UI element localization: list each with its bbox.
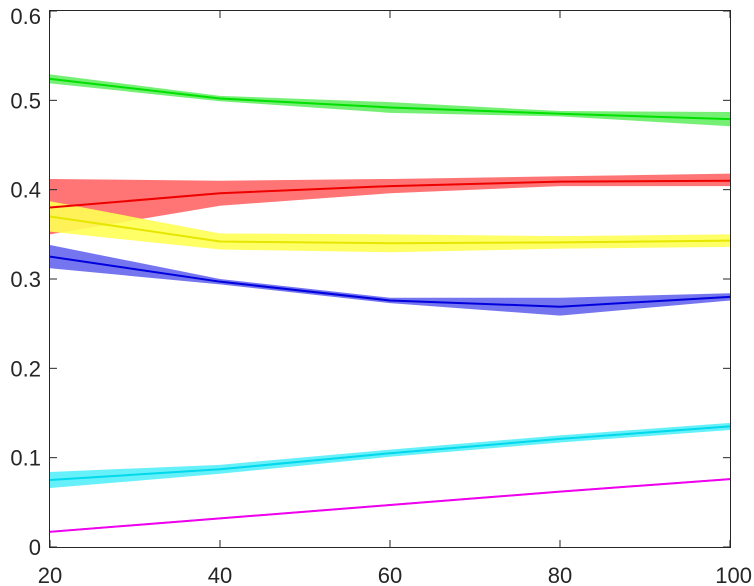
y-tick-label: 0.6 <box>10 4 41 29</box>
plot-area-frame <box>49 10 731 548</box>
series-3-band <box>50 201 730 253</box>
series-4-band <box>50 245 730 316</box>
x-tick-label: 80 <box>548 563 572 586</box>
series-3-line <box>49 215 731 245</box>
x-tick-label: 100 <box>715 563 752 586</box>
y-tick-label: 0.5 <box>10 88 41 113</box>
y-tick-label: 0.2 <box>10 356 41 381</box>
series-2-band <box>50 173 730 235</box>
x-tick-label: 40 <box>208 563 232 586</box>
y-axis: 0 0.1 0.2 0.3 0.4 0.5 0.6 <box>10 4 730 560</box>
series-4-line <box>49 255 731 308</box>
series-1-line <box>49 77 731 121</box>
x-tick-label: 20 <box>38 563 62 586</box>
y-tick-label: 0.4 <box>10 178 41 203</box>
x-tick-label: 60 <box>378 563 402 586</box>
x-axis: 20 40 60 80 100 <box>38 11 752 586</box>
series-1-band <box>50 74 730 127</box>
series-lines <box>49 77 731 533</box>
series-2-line <box>49 179 731 209</box>
y-tick-label: 0 <box>29 535 41 560</box>
series-5-line <box>49 425 731 481</box>
series-6-line <box>49 478 731 533</box>
y-tick-label: 0.1 <box>10 446 41 471</box>
y-tick-label: 0.3 <box>10 267 41 292</box>
series-5-band <box>50 422 730 489</box>
